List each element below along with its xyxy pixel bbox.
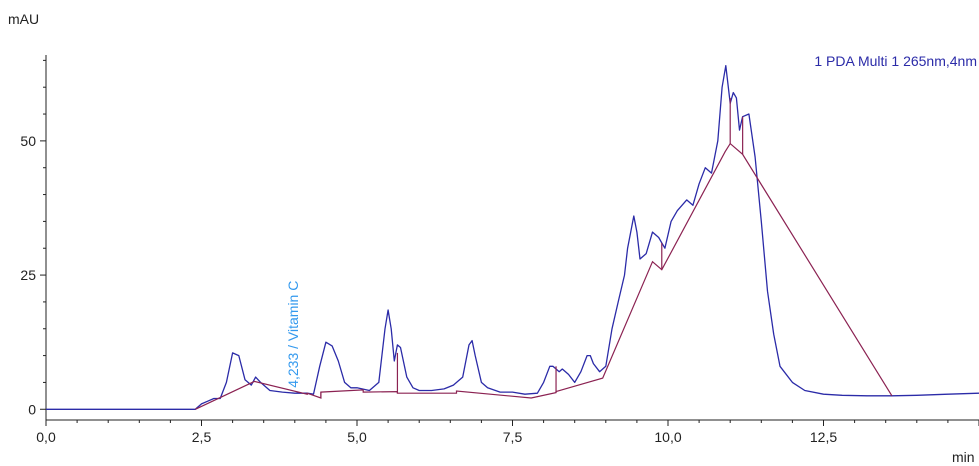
y-tick-label: 25 [20,267,36,283]
axes [40,55,979,426]
x-tick-label: 10,0 [654,429,681,445]
x-tick-label: 7,5 [503,429,523,445]
y-tick-label: 0 [28,401,36,417]
tick-labels: 0 25 50 0,0 2,5 5,0 7,5 10,0 12,5 [20,133,837,445]
plot-area: 4,233 / Vitamin C [46,65,979,410]
y-axis-label: mAU [8,11,39,27]
x-tick-label: 12,5 [810,429,837,445]
peak-label-vitamin-c: 4,233 / Vitamin C [285,281,301,388]
x-axis-label: min [952,449,975,465]
signal-trace [46,65,979,410]
y-tick-label: 50 [20,133,36,149]
x-tick-label: 0,0 [36,429,56,445]
legend-series-name: 1 PDA Multi 1 265nm,4nm [814,53,977,69]
x-tick-label: 5,0 [347,429,367,445]
x-tick-label: 2,5 [192,429,212,445]
integration-baseline [195,142,893,410]
